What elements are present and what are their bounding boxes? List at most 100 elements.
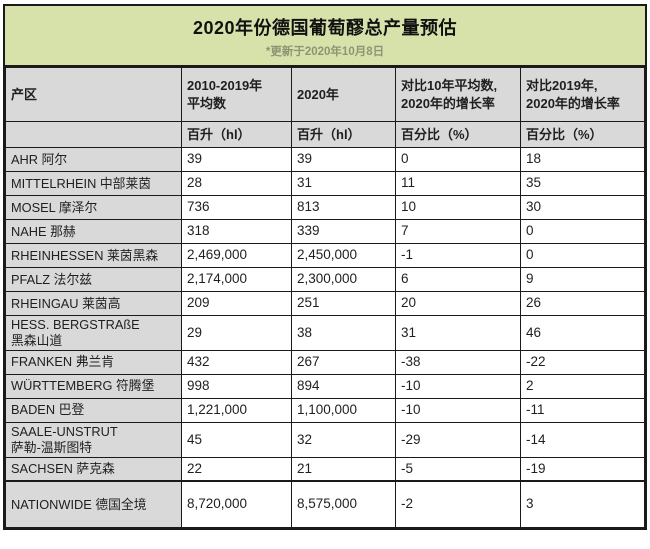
- page-subtitle: *更新于2020年10月8日: [265, 46, 385, 58]
- y2020-cell: 251: [291, 291, 396, 316]
- region-cell: NAHE 那赫: [5, 219, 182, 244]
- table-row: PFALZ 法尔兹 2,174,000 2,300,000 6 9: [5, 267, 645, 292]
- units-avg: 百升（hl）: [181, 121, 292, 148]
- region-cell: HESS. BERGSTRAßE 黑森山道: [5, 315, 182, 351]
- region-cell: WÜRTTEMBERG 符腾堡: [5, 373, 182, 399]
- units-vs2019: 百分比（%）: [520, 121, 645, 148]
- region-cell: PFALZ 法尔兹: [5, 267, 182, 292]
- y2020-cell: 2,300,000: [291, 267, 396, 292]
- y2020-cell: 38: [291, 315, 396, 351]
- vs10-cell: 6: [395, 267, 521, 292]
- units-vs10: 百分比（%）: [395, 121, 521, 148]
- units-2020: 百升（hl）: [291, 121, 396, 148]
- region-cell: NATIONWIDE 德国全境: [5, 480, 182, 528]
- avg-cell: 22: [181, 456, 292, 482]
- table-row: AHR 阿尔 39 39 0 18: [5, 147, 645, 172]
- vs10-cell: 10: [395, 195, 521, 220]
- avg-cell: 39: [181, 147, 292, 172]
- vs2019-cell: 3: [520, 480, 645, 528]
- table-row: FRANKEN 弗兰肯 432 267 -38 -22: [5, 349, 645, 375]
- title-band: 2020年份德国葡萄醪总产量预估 *更新于2020年10月8日: [5, 6, 645, 67]
- vs2019-cell: -14: [520, 421, 645, 458]
- vs2019-cell: -22: [520, 349, 645, 375]
- page-title: 2020年份德国葡萄醪总产量预估: [192, 18, 458, 38]
- region-cell: RHEINGAU 莱茵高: [5, 291, 182, 316]
- avg-cell: 45: [181, 421, 292, 458]
- table-row: RHEINGAU 莱茵高 209 251 20 26: [5, 291, 645, 316]
- table-frame: 2020年份德国葡萄醪总产量预估 *更新于2020年10月8日 产区 2010-…: [3, 4, 647, 530]
- region-cell: SAALE-UNSTRUT 萨勒-温斯图特: [5, 421, 182, 458]
- avg-cell: 209: [181, 291, 292, 316]
- avg-cell: 318: [181, 219, 292, 244]
- vs10-cell: -10: [395, 397, 521, 423]
- units-region-blank: [5, 121, 182, 148]
- vs10-cell: 0: [395, 147, 521, 172]
- table-row: NAHE 那赫 318 339 7 0: [5, 219, 645, 244]
- vs10-cell: 7: [395, 219, 521, 244]
- column-header-region: 产区: [5, 67, 182, 122]
- vs2019-cell: -11: [520, 397, 645, 423]
- vs2019-cell: 46: [520, 315, 645, 351]
- table-row: WÜRTTEMBERG 符腾堡 998 894 -10 2: [5, 373, 645, 399]
- vs10-cell: -10: [395, 373, 521, 399]
- column-header-2020: 2020年: [291, 67, 396, 122]
- avg-cell: 8,720,000: [181, 480, 292, 528]
- vs2019-cell: 0: [520, 243, 645, 268]
- y2020-cell: 339: [291, 219, 396, 244]
- region-cell: FRANKEN 弗兰肯: [5, 349, 182, 375]
- column-header-avg: 2010-2019年 平均数: [181, 67, 292, 122]
- vs2019-cell: 2: [520, 373, 645, 399]
- table-header: 产区 2010-2019年 平均数 2020年 对比10年平均数, 2020年的…: [5, 67, 645, 148]
- avg-cell: 29: [181, 315, 292, 351]
- vs10-cell: -1: [395, 243, 521, 268]
- y2020-cell: 32: [291, 421, 396, 458]
- table-body: AHR 阿尔 39 39 0 18 MITTELRHEIN 中部莱茵 28 31 11 35 MOS…: [5, 147, 645, 528]
- units-row: 百升（hl） 百升（hl） 百分比（%） 百分比（%）: [5, 121, 645, 148]
- y2020-cell: 31: [291, 171, 396, 196]
- region-cell: BADEN 巴登: [5, 397, 182, 423]
- vs2019-cell: 18: [520, 147, 645, 172]
- table-row: HESS. BERGSTRAßE 黑森山道 29 38 31 46: [5, 315, 645, 351]
- y2020-cell: 2,450,000: [291, 243, 396, 268]
- avg-cell: 998: [181, 373, 292, 399]
- avg-cell: 28: [181, 171, 292, 196]
- column-header-vs2019: 对比2019年, 2020年的增长率: [520, 67, 645, 122]
- table-row: MITTELRHEIN 中部莱茵 28 31 11 35: [5, 171, 645, 196]
- region-cell: MOSEL 摩泽尔: [5, 195, 182, 220]
- avg-cell: 2,174,000: [181, 267, 292, 292]
- y2020-cell: 267: [291, 349, 396, 375]
- y2020-cell: 894: [291, 373, 396, 399]
- column-header-vs10: 对比10年平均数, 2020年的增长率: [395, 67, 521, 122]
- y2020-cell: 8,575,000: [291, 480, 396, 528]
- vs10-cell: -38: [395, 349, 521, 375]
- avg-cell: 736: [181, 195, 292, 220]
- vs2019-cell: 26: [520, 291, 645, 316]
- table-row: MOSEL 摩泽尔 736 813 10 30: [5, 195, 645, 220]
- vs2019-cell: 9: [520, 267, 645, 292]
- region-cell: MITTELRHEIN 中部莱茵: [5, 171, 182, 196]
- y2020-cell: 813: [291, 195, 396, 220]
- vs2019-cell: 30: [520, 195, 645, 220]
- table-row: SAALE-UNSTRUT 萨勒-温斯图特 45 32 -29 -14: [5, 421, 645, 458]
- vs2019-cell: -19: [520, 456, 645, 482]
- avg-cell: 2,469,000: [181, 243, 292, 268]
- table-row: SACHSEN 萨克森 22 21 -5 -19: [5, 456, 645, 482]
- table-row: RHEINHESSEN 莱茵黑森 2,469,000 2,450,000 -1 0: [5, 243, 645, 268]
- y2020-cell: 1,100,000: [291, 397, 396, 423]
- vs10-cell: 20: [395, 291, 521, 316]
- region-cell: AHR 阿尔: [5, 147, 182, 172]
- wine-production-table: 产区 2010-2019年 平均数 2020年 对比10年平均数, 2020年的…: [5, 67, 645, 528]
- avg-cell: 1,221,000: [181, 397, 292, 423]
- y2020-cell: 39: [291, 147, 396, 172]
- vs10-cell: -5: [395, 456, 521, 482]
- vs10-cell: 31: [395, 315, 521, 351]
- vs10-cell: -29: [395, 421, 521, 458]
- vs10-cell: 11: [395, 171, 521, 196]
- vs2019-cell: 0: [520, 219, 645, 244]
- avg-cell: 432: [181, 349, 292, 375]
- region-cell: SACHSEN 萨克森: [5, 456, 182, 482]
- table-row: NATIONWIDE 德国全境 8,720,000 8,575,000 -2 3: [5, 480, 645, 528]
- y2020-cell: 21: [291, 456, 396, 482]
- vs2019-cell: 35: [520, 171, 645, 196]
- vs10-cell: -2: [395, 480, 521, 528]
